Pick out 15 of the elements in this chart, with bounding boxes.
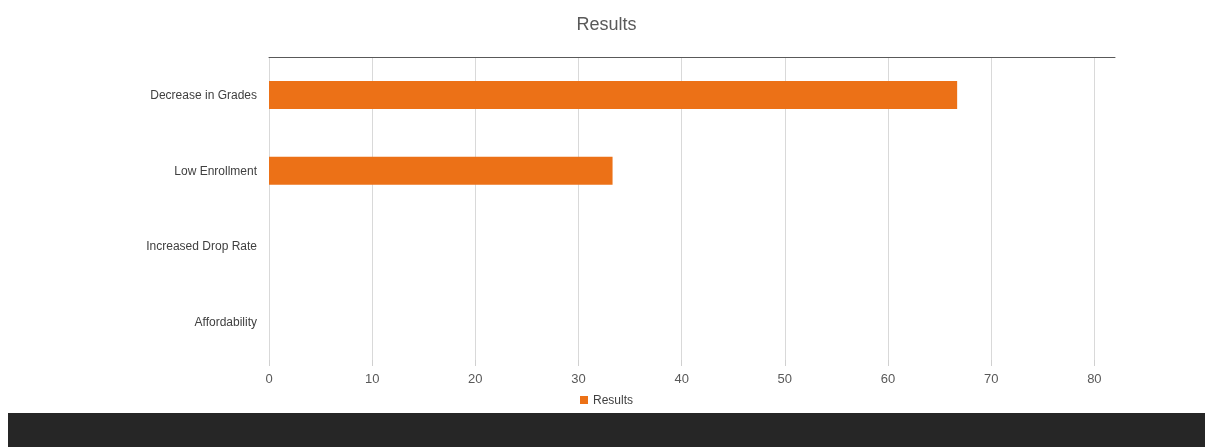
x-tick-label: 70 xyxy=(983,371,999,386)
y-tick-label: Increased Drop Rate xyxy=(146,239,258,254)
legend-label: Results xyxy=(592,393,634,407)
y-tick-label: Decrease in Grades xyxy=(150,87,257,102)
x-tick-label: 30 xyxy=(571,371,586,386)
x-tick-label: 80 xyxy=(1087,371,1102,386)
y-tick-label: Affordability xyxy=(194,315,257,330)
x-tick-label: 50 xyxy=(777,371,793,386)
x-tick-label: 0 xyxy=(265,371,273,386)
x-tick-label: 40 xyxy=(674,371,689,386)
x-tick-label: 20 xyxy=(468,371,483,386)
chart-title: Results xyxy=(576,14,637,34)
x-tick-label: 10 xyxy=(364,371,380,386)
y-tick-label: Low Enrollment xyxy=(174,163,258,178)
x-tick-label: 60 xyxy=(880,371,896,386)
